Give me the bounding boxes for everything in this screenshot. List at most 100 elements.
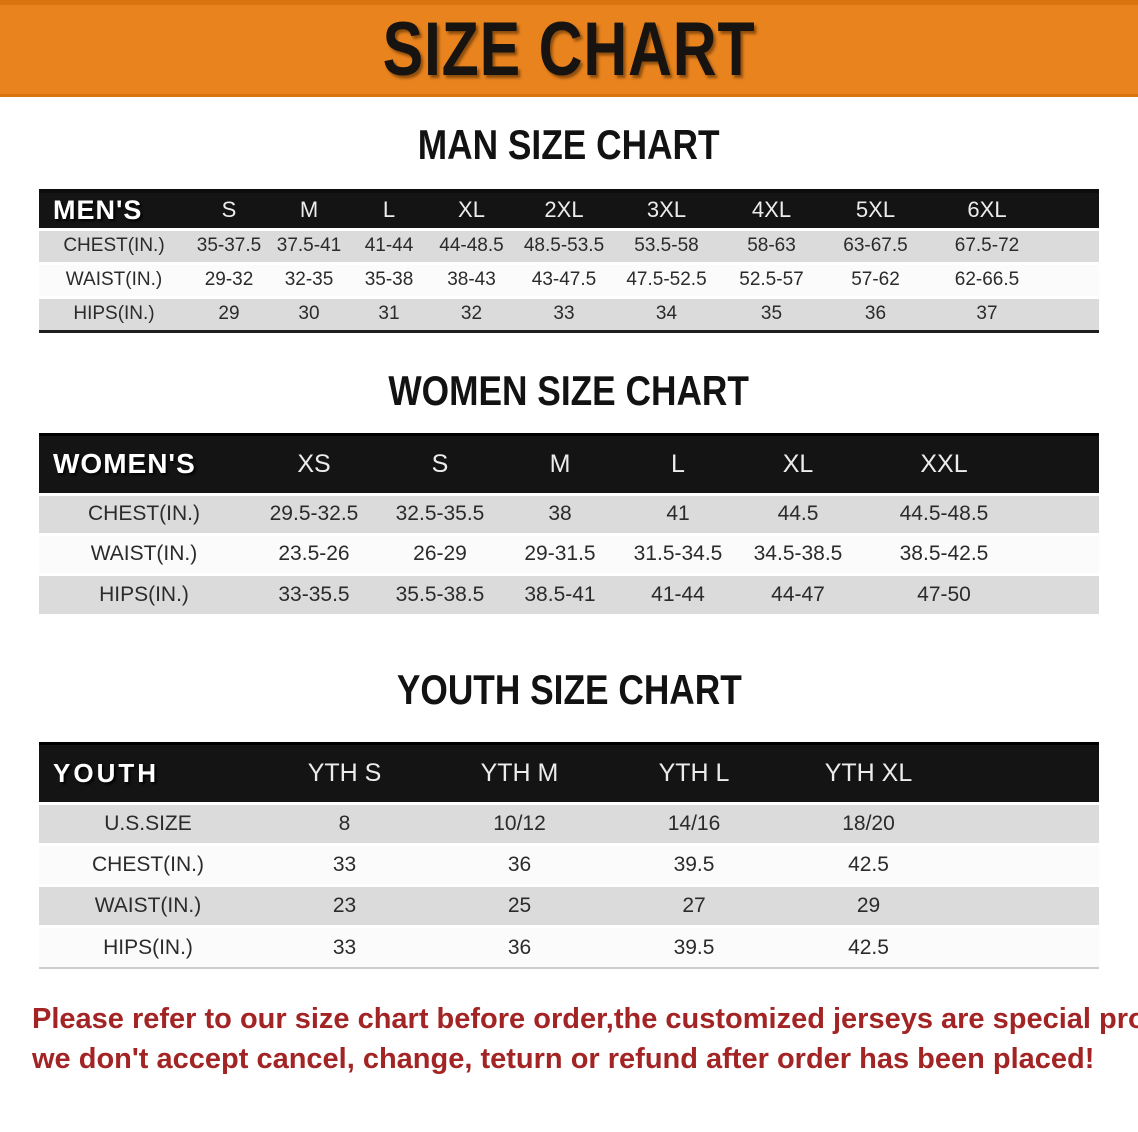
table-row: CHEST(IN.) 29.5-32.5 32.5-35.5 38 41 44.5 44.5…: [39, 494, 1099, 535]
size-value-cell: 44.5-48.5: [899, 502, 989, 526]
row-spacer: [1029, 534, 1099, 574]
table-row: WAIST(IN.) 23.5-26 26-29 29-31.5 31.5-34.5 34…: [39, 534, 1099, 575]
size-value-cell: 35.5-38.5: [395, 582, 485, 606]
row-label: HIPS(IN.): [99, 582, 189, 606]
size-value-cell: 26-29: [413, 542, 467, 566]
table-row: WAIST(IN.) 23 25 27 29: [39, 885, 1099, 927]
size-value-cell: 29: [856, 894, 881, 918]
size-value-cell: 33: [553, 303, 575, 325]
size-value-cell: 39.5: [673, 935, 715, 959]
size-value-cell: 33: [332, 853, 357, 877]
row-label: CHEST(IN.): [88, 502, 200, 526]
size-column-header: L: [671, 449, 685, 478]
size-value-cell: 42.5: [848, 935, 889, 959]
table-row: CHEST(IN.) 35-37.5 37.5-41 41-44 44-48.5 48.5…: [39, 229, 1099, 264]
size-value-cell: 30: [298, 303, 320, 325]
youth-size-table: YOUTH YTH S YTH M YTH L YTH XL U.S.SIZE 8 10/12…: [39, 742, 1099, 969]
size-value-cell: 29: [218, 303, 240, 325]
table-row: CHEST(IN.) 33 36 39.5 42.5: [39, 844, 1099, 886]
size-value-cell: 36: [507, 935, 532, 959]
size-value-cell: 47-50: [917, 582, 971, 606]
size-value-cell: 44-48.5: [439, 235, 504, 257]
table-row: WAIST(IN.) 29-32 32-35 35-38 38-43 43-47.5 47.…: [39, 263, 1099, 298]
size-column-header: 3XL: [646, 197, 687, 223]
size-column-header: XL: [782, 449, 814, 478]
size-value-cell: 39.5: [673, 853, 715, 877]
row-label: WAIST(IN.): [90, 542, 198, 566]
size-value-cell: 62-66.5: [954, 269, 1020, 291]
size-value-cell: 47.5-52.5: [626, 269, 707, 291]
size-value-cell: 32: [460, 303, 483, 325]
row-spacer: [956, 927, 1099, 968]
size-value-cell: 34.5-38.5: [753, 542, 843, 566]
size-column-header: 4XL: [751, 197, 792, 223]
size-value-cell: 37.5-41: [276, 235, 342, 257]
row-spacer: [1029, 574, 1099, 614]
size-table: YOUTH YTH S YTH M YTH L YTH XL U.S.SIZE 8 10/12…: [39, 742, 1099, 969]
size-column-header: 5XL: [855, 197, 896, 223]
women-section-heading-row: WOMEN SIZE CHART: [0, 366, 1138, 414]
size-value-cell: 29-31.5: [524, 542, 596, 566]
size-column-header: XL: [458, 197, 485, 223]
size-column-header: XS: [297, 449, 331, 478]
size-value-cell: 33: [332, 935, 357, 959]
size-column-header: YTH S: [307, 759, 382, 788]
header-spacer: [1047, 191, 1099, 229]
size-value-cell: 8: [338, 812, 351, 836]
size-value-cell: 38.5-42.5: [899, 542, 989, 566]
banner-title: SIZE CHART: [382, 6, 756, 92]
size-value-cell: 25: [507, 894, 532, 918]
size-value-cell: 63-67.5: [843, 235, 908, 257]
table-header-label: MEN'S: [53, 194, 143, 225]
row-label: CHEST(IN.): [92, 853, 204, 877]
youth-section-heading-row: YOUTH SIZE CHART: [0, 668, 1138, 712]
banner: SIZE CHART: [0, 0, 1138, 97]
size-value-cell: 36: [507, 853, 532, 877]
size-column-header: YTH M: [480, 759, 559, 788]
size-value-cell: 42.5: [848, 853, 889, 877]
size-value-cell: 29-32: [204, 269, 254, 291]
table-row: HIPS(IN.) 33 36 39.5 42.5: [39, 926, 1099, 968]
size-value-cell: 38: [548, 502, 572, 526]
size-value-cell: 33-35.5: [278, 582, 350, 606]
size-value-cell: 23: [332, 894, 357, 918]
size-column-header: 6XL: [967, 197, 1007, 223]
size-value-cell: 37: [976, 303, 998, 325]
man-section-heading-row: MAN SIZE CHART: [0, 122, 1138, 167]
size-value-cell: 44-47: [771, 582, 825, 606]
men-size-table: MEN'S S M L XL 2XL 3XL 4XL 5XL 6XL CHEST(IN.) 35-37…: [39, 189, 1099, 333]
disclaimer: Please refer to our size chart before or…: [0, 999, 1138, 1079]
size-value-cell: 35: [760, 303, 783, 325]
size-value-cell: 57-62: [851, 269, 900, 291]
size-value-cell: 10/12: [493, 812, 546, 836]
size-table: MEN'S S M L XL 2XL 3XL 4XL 5XL 6XL CHEST(IN.) 35-37…: [39, 189, 1099, 333]
row-spacer: [1047, 297, 1099, 331]
size-value-cell: 35-37.5: [196, 235, 262, 257]
disclaimer-line-2: we don't accept cancel, change, teturn o…: [32, 1042, 1095, 1075]
size-value-cell: 31: [378, 303, 400, 325]
size-header-row: WOMEN'S XS S M L XL XXL: [39, 434, 1099, 495]
header-spacer: [956, 744, 1099, 804]
row-label: WAIST(IN.): [94, 894, 202, 918]
table-header-label: WOMEN'S: [53, 448, 196, 480]
size-value-cell: 67.5-72: [954, 235, 1020, 257]
size-value-cell: 29.5-32.5: [269, 502, 359, 526]
size-column-header: S: [221, 197, 237, 223]
size-value-cell: 41-44: [364, 235, 414, 257]
table-row: HIPS(IN.) 33-35.5 35.5-38.5 38.5-41 41-44 44-…: [39, 574, 1099, 615]
size-column-header: 2XL: [544, 197, 584, 223]
row-label: U.S.SIZE: [104, 812, 192, 836]
size-value-cell: 41: [666, 502, 690, 526]
size-column-header: YTH L: [658, 759, 730, 788]
size-value-cell: 43-47.5: [531, 269, 597, 291]
size-value-cell: 44.5: [777, 502, 819, 526]
size-value-cell: 53.5-58: [634, 235, 699, 257]
row-spacer: [1047, 263, 1099, 297]
size-column-header: XXL: [920, 449, 968, 478]
size-value-cell: 32-35: [284, 269, 334, 291]
size-value-cell: 31.5-34.5: [633, 542, 723, 566]
women-size-chart-heading: WOMEN SIZE CHART: [388, 366, 750, 414]
size-column-header: S: [431, 449, 449, 478]
size-value-cell: 38-43: [447, 269, 496, 291]
